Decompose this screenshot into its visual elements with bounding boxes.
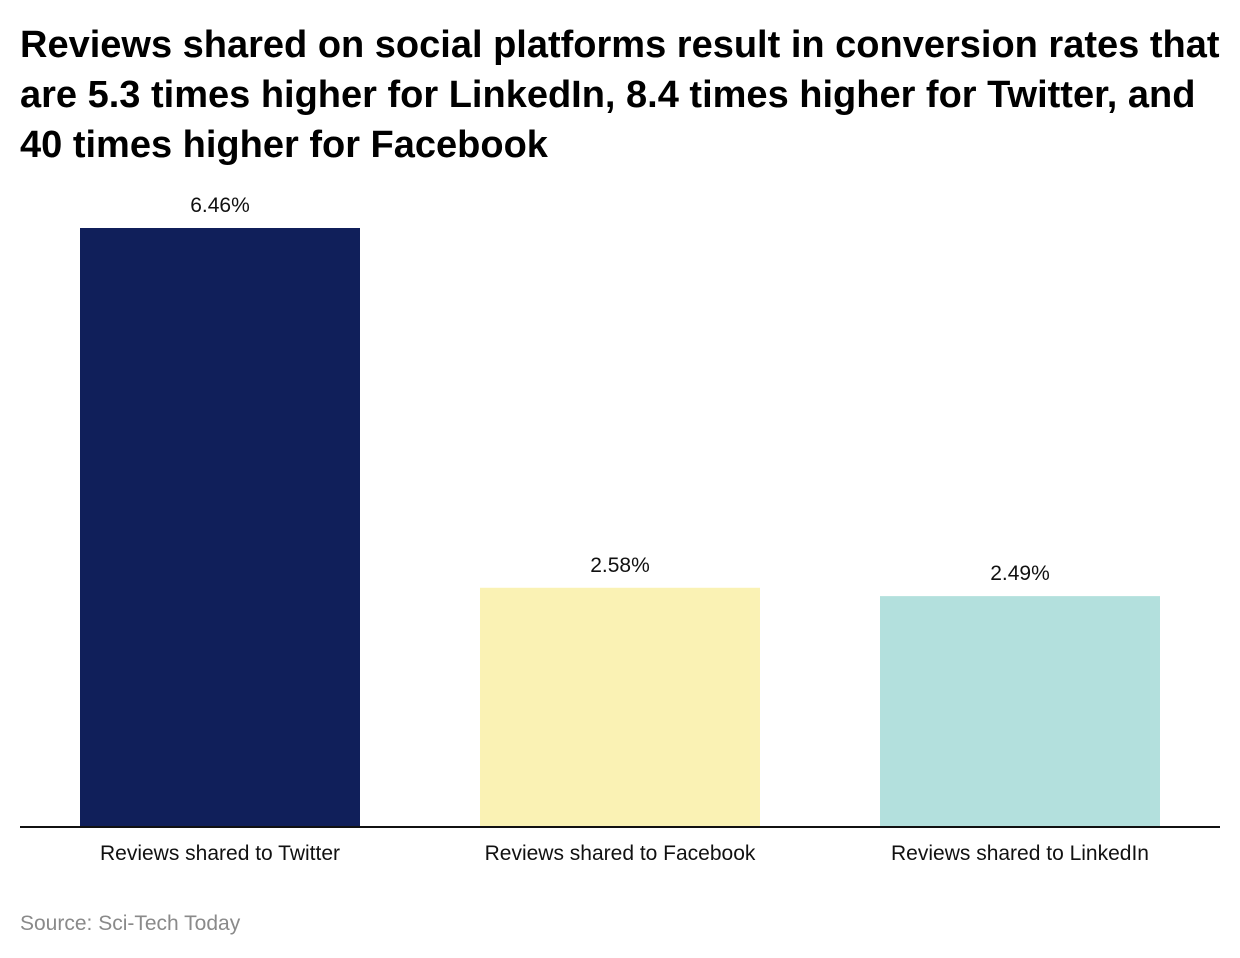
value-label-2: 2.58% xyxy=(590,554,650,577)
bar-chart: 6.46% 2.58% 2.49% Reviews shared to Twitte… xyxy=(20,194,1220,865)
bar-2 xyxy=(480,587,760,827)
value-labels-group: 6.46% 2.58% 2.49% xyxy=(190,194,1050,585)
chart-title: Reviews shared on social platforms resul… xyxy=(20,24,1220,166)
category-label-3: Reviews shared to LinkedIn xyxy=(891,842,1149,865)
category-labels-group: Reviews shared to Twitter Reviews shared … xyxy=(100,842,1149,865)
source-note: Source: Sci-Tech Today xyxy=(20,912,241,935)
value-label-3: 2.49% xyxy=(990,562,1050,585)
bar-1 xyxy=(80,228,360,827)
bar-3 xyxy=(880,596,1160,827)
category-label-1: Reviews shared to Twitter xyxy=(100,842,340,865)
value-label-1: 6.46% xyxy=(190,194,250,217)
category-label-2: Reviews shared to Facebook xyxy=(485,842,756,865)
bars-group xyxy=(80,228,1160,827)
